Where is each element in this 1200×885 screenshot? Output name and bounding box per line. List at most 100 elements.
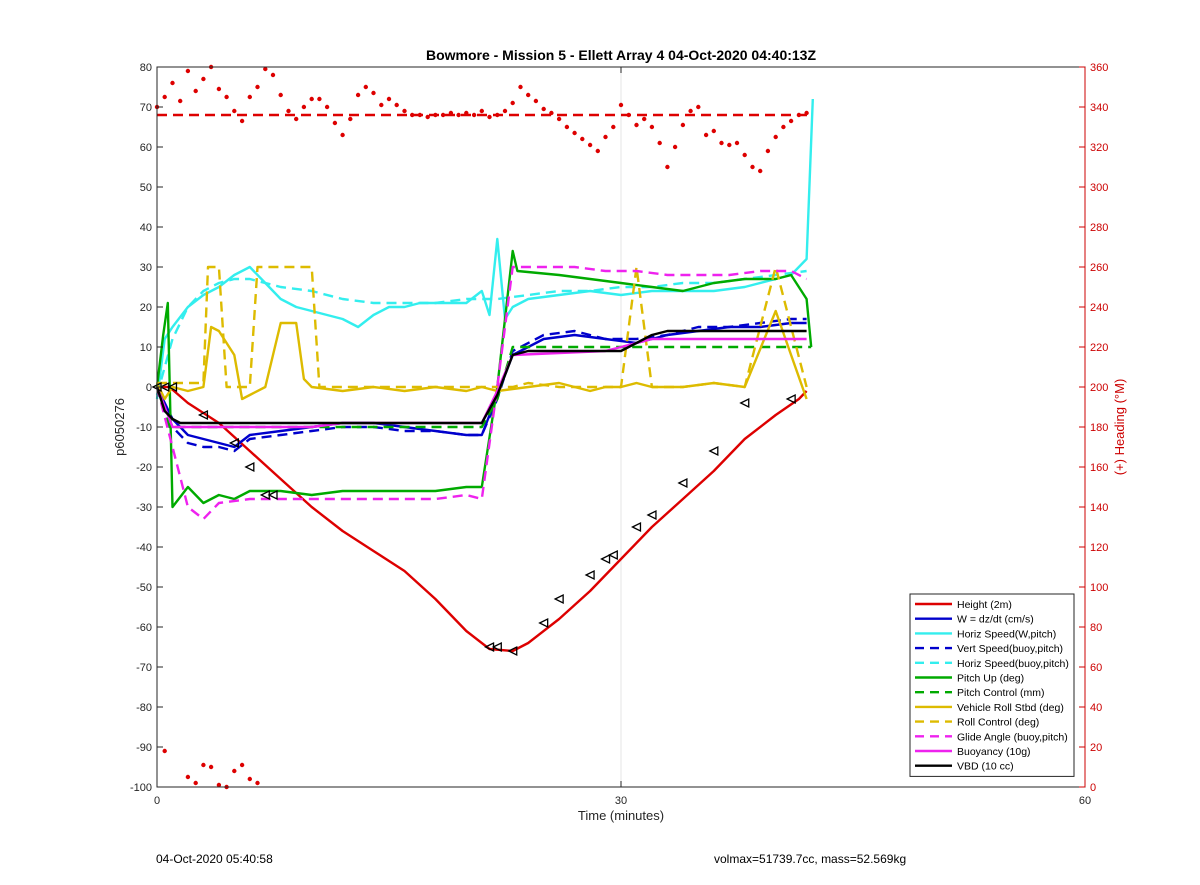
heading-point xyxy=(572,130,577,136)
heading-point xyxy=(255,780,260,786)
y2-tick-label: 120 xyxy=(1090,542,1108,554)
chart-title: Bowmore - Mission 5 - Ellett Array 4 04-… xyxy=(426,47,817,63)
heading-point xyxy=(216,782,222,788)
heading-point xyxy=(603,134,608,140)
height-marker xyxy=(538,617,549,629)
y-tick-label: -80 xyxy=(136,702,152,714)
y-tick-label: -20 xyxy=(136,462,152,474)
height-marker xyxy=(708,445,719,457)
heading-point xyxy=(587,142,593,148)
height-marker xyxy=(785,393,796,405)
legend-box xyxy=(909,593,1075,777)
heading-point xyxy=(379,102,384,108)
legend-entry-label: Glide Angle (buoy,pitch) xyxy=(957,731,1068,743)
y2-tick-label: 20 xyxy=(1090,742,1102,754)
legend-entry-label: Vehicle Roll Stbd (deg) xyxy=(957,702,1064,714)
heading-point xyxy=(796,112,802,118)
heading-point xyxy=(464,110,469,116)
legend-entry-label: Vert Speed(buoy,pitch) xyxy=(957,643,1063,655)
y2-tick-label: 340 xyxy=(1090,102,1108,114)
y-tick-label: 20 xyxy=(140,302,152,314)
series-layer xyxy=(154,64,814,790)
y-tick-label: -90 xyxy=(136,742,152,754)
y-tick-label: 10 xyxy=(140,342,152,354)
heading-point xyxy=(340,132,345,138)
heading-point xyxy=(564,124,570,130)
heading-point xyxy=(611,124,616,130)
heading-point xyxy=(317,96,322,102)
heading-point xyxy=(642,116,647,122)
heading-point xyxy=(162,94,167,100)
axes: 0 30 60-100-90-80-70-60-50-40-30-20-100102… xyxy=(130,62,1108,807)
height-marker xyxy=(267,489,278,501)
height-marker xyxy=(631,521,642,533)
height-marker xyxy=(197,409,209,421)
heading-point xyxy=(657,140,662,146)
heading-point xyxy=(549,110,554,116)
y-axis-label: p6050276 xyxy=(112,398,127,456)
y-tick-label: 60 xyxy=(140,142,152,154)
y-tick-label: 50 xyxy=(140,182,152,194)
heading-point xyxy=(425,114,430,120)
heading-point xyxy=(355,92,361,98)
y2-tick-label: 140 xyxy=(1090,502,1108,514)
heading-point xyxy=(224,94,229,100)
heading-point xyxy=(672,144,678,150)
heading-point xyxy=(788,118,794,124)
y2-tick-label: 60 xyxy=(1090,662,1102,674)
heading-point xyxy=(448,110,454,116)
height-marker xyxy=(491,641,502,653)
heading-point xyxy=(410,112,415,118)
heading-point xyxy=(433,112,438,118)
heading-point xyxy=(742,152,747,158)
y2-tick-label: 100 xyxy=(1090,582,1108,594)
heading-point xyxy=(348,116,353,122)
heading-point xyxy=(758,168,763,174)
heading-point xyxy=(247,776,252,782)
y2-tick-label: 200 xyxy=(1090,382,1108,394)
heading-point xyxy=(456,112,461,118)
legend-entry-label: Pitch Control (mm) xyxy=(957,687,1045,699)
height-marker xyxy=(739,397,750,409)
height-marker xyxy=(646,509,657,521)
heading-point xyxy=(781,124,786,130)
heading-point xyxy=(533,98,539,104)
heading-point xyxy=(618,102,624,108)
heading-point xyxy=(417,112,423,118)
series-line-5 xyxy=(155,249,813,509)
y-tick-label: -50 xyxy=(136,582,152,594)
legend-entry-label: Horiz Speed(W,pitch) xyxy=(957,628,1056,640)
y-tick-label: 0 xyxy=(146,382,152,394)
heading-point xyxy=(595,148,600,154)
y2-tick-label: 160 xyxy=(1090,462,1108,474)
y-tick-label: -60 xyxy=(136,622,152,634)
height-marker xyxy=(507,645,518,657)
y2-tick-label: 240 xyxy=(1090,302,1108,314)
heading-point xyxy=(278,92,283,98)
heading-point xyxy=(170,80,175,86)
heading-point xyxy=(402,108,407,114)
height-marker xyxy=(600,553,611,565)
legend-entry-label: Buoyancy (10g) xyxy=(957,746,1031,758)
height-marker xyxy=(244,461,255,473)
y-tick-label: -100 xyxy=(130,782,152,794)
heading-point xyxy=(239,118,245,124)
heading-point xyxy=(239,762,245,768)
height-marker xyxy=(607,549,618,561)
series-line-4 xyxy=(155,269,807,396)
footer-vehicle-info: volmax=51739.7cc, mass=52.569kg xyxy=(714,852,907,866)
heading-point xyxy=(518,84,523,90)
heading-point xyxy=(688,108,693,114)
heading-point xyxy=(556,116,562,122)
heading-point xyxy=(719,140,724,146)
legend-entry-label: Horiz Speed(buoy,pitch) xyxy=(957,658,1069,670)
heading-point xyxy=(185,774,191,780)
heading-point xyxy=(386,96,392,102)
heading-point xyxy=(804,110,809,116)
y-tick-label: -70 xyxy=(136,662,152,674)
y2-tick-label: 180 xyxy=(1090,422,1108,434)
heading-point xyxy=(178,98,183,104)
heading-point xyxy=(680,122,686,128)
heading-point xyxy=(270,72,276,78)
